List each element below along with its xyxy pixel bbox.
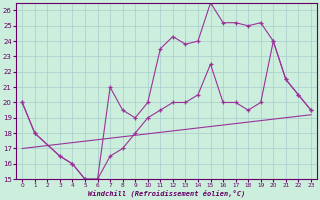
- X-axis label: Windchill (Refroidissement éolien,°C): Windchill (Refroidissement éolien,°C): [88, 190, 245, 197]
